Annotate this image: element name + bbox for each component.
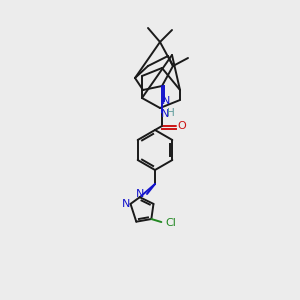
Text: N: N [136, 189, 144, 199]
Text: O: O [178, 121, 186, 131]
Text: N: N [161, 109, 169, 119]
Text: Cl: Cl [165, 218, 176, 228]
Text: N: N [162, 96, 170, 106]
Text: N: N [122, 199, 131, 209]
Text: H: H [167, 108, 175, 118]
